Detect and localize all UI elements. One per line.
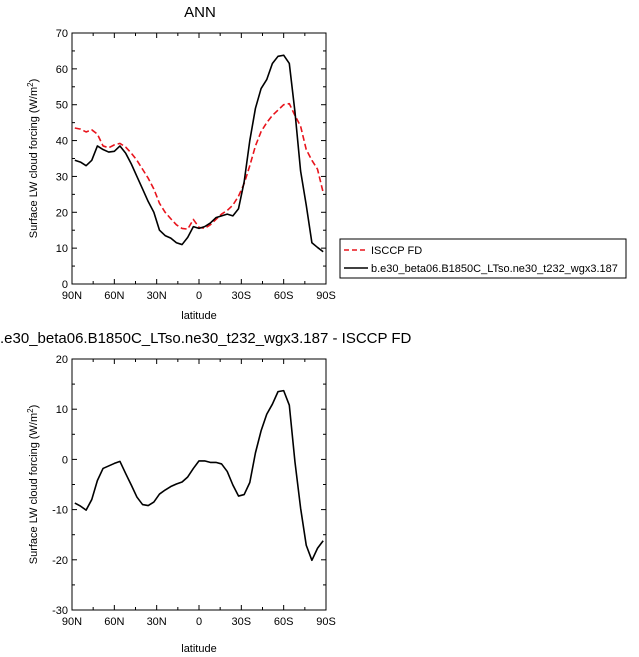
top-y-axis-label-close: ) — [28, 79, 40, 83]
top-y-axis-label: Surface LW cloud forcing (W/m2) — [26, 79, 40, 239]
top-plot-frame — [71, 32, 327, 285]
bottom-y-tick-label: 10 — [56, 404, 68, 416]
bottom-x-tick-label: 30N — [147, 616, 167, 628]
bottom-x-tick-label: 90N — [62, 616, 82, 628]
top-y-tick-label: 30 — [56, 171, 68, 183]
bottom-x-tick-label: 60S — [274, 616, 294, 628]
top-y-tick-label: 40 — [56, 136, 68, 148]
bottom-y-tick-label: -10 — [52, 505, 68, 517]
top-x-tick-label: 60N — [104, 290, 124, 302]
bottom-y-axis-label-sup: 2 — [26, 408, 35, 413]
top-y-tick-label: 20 — [56, 207, 68, 219]
top-y-tick-label: 50 — [56, 100, 68, 112]
top-y-axis-label-main: Surface LW cloud forcing (W/m — [28, 87, 40, 238]
top-series-line-0 — [74, 102, 324, 230]
top-y-tick-label: 0 — [62, 279, 68, 291]
top-y-tick-label: 60 — [56, 64, 68, 76]
bottom-y-axis-label: Surface LW cloud forcing (W/m2) — [26, 405, 40, 565]
top-y-axis-label-sup: 2 — [26, 82, 35, 87]
bottom-y-axis-label-close: ) — [28, 405, 40, 409]
bottom-chart-title: .e30_beta06.B1850C_LTso.ne30_t232_wgx3.1… — [0, 330, 412, 347]
bottom-x-tick-label: 60N — [104, 616, 124, 628]
legend-label-model: b.e30_beta06.B1850C_LTso.ne30_t232_wgx3.… — [371, 263, 618, 275]
bottom-y-tick-label: 0 — [62, 454, 68, 466]
bottom-x-tick-label: 0 — [196, 616, 202, 628]
top-x-tick-label: 60S — [274, 290, 294, 302]
legend: ISCCP FD b.e30_beta06.B1850C_LTso.ne30_t… — [339, 238, 627, 279]
bottom-y-tick-label: 20 — [56, 354, 68, 366]
bottom-x-tick-label: 30S — [232, 616, 252, 628]
bottom-y-tick-label: -30 — [52, 605, 68, 617]
top-panel: ANN 90N 60N 30N 0 30S 60S 90S 0 10 20 30 40 50 60 70 l… — [26, 4, 336, 322]
top-y-tick-label: 10 — [56, 243, 68, 255]
top-y-tick-label: 70 — [56, 28, 68, 40]
bottom-y-axis-label-main: Surface LW cloud forcing (W/m — [28, 413, 40, 564]
top-chart-title: ANN — [184, 4, 216, 21]
legend-label-isccp: ISCCP FD — [371, 245, 422, 257]
top-x-tick-label: 30N — [147, 290, 167, 302]
top-x-tick-label: 90N — [62, 290, 82, 302]
top-series-line-1 — [74, 54, 324, 253]
top-x-tick-label: 30S — [232, 290, 252, 302]
top-x-axis-label: latitude — [181, 310, 216, 322]
bottom-y-tick-label: -20 — [52, 555, 68, 567]
top-x-tick-label: 0 — [196, 290, 202, 302]
bottom-series-line-0 — [74, 389, 324, 562]
bottom-x-axis-label: latitude — [181, 643, 216, 655]
top-x-tick-label: 90S — [316, 290, 336, 302]
legend-box — [339, 238, 627, 279]
bottom-panel: .e30_beta06.B1850C_LTso.ne30_t232_wgx3.1… — [0, 330, 412, 655]
bottom-x-tick-label: 90S — [316, 616, 336, 628]
bottom-plot-frame — [71, 358, 327, 611]
